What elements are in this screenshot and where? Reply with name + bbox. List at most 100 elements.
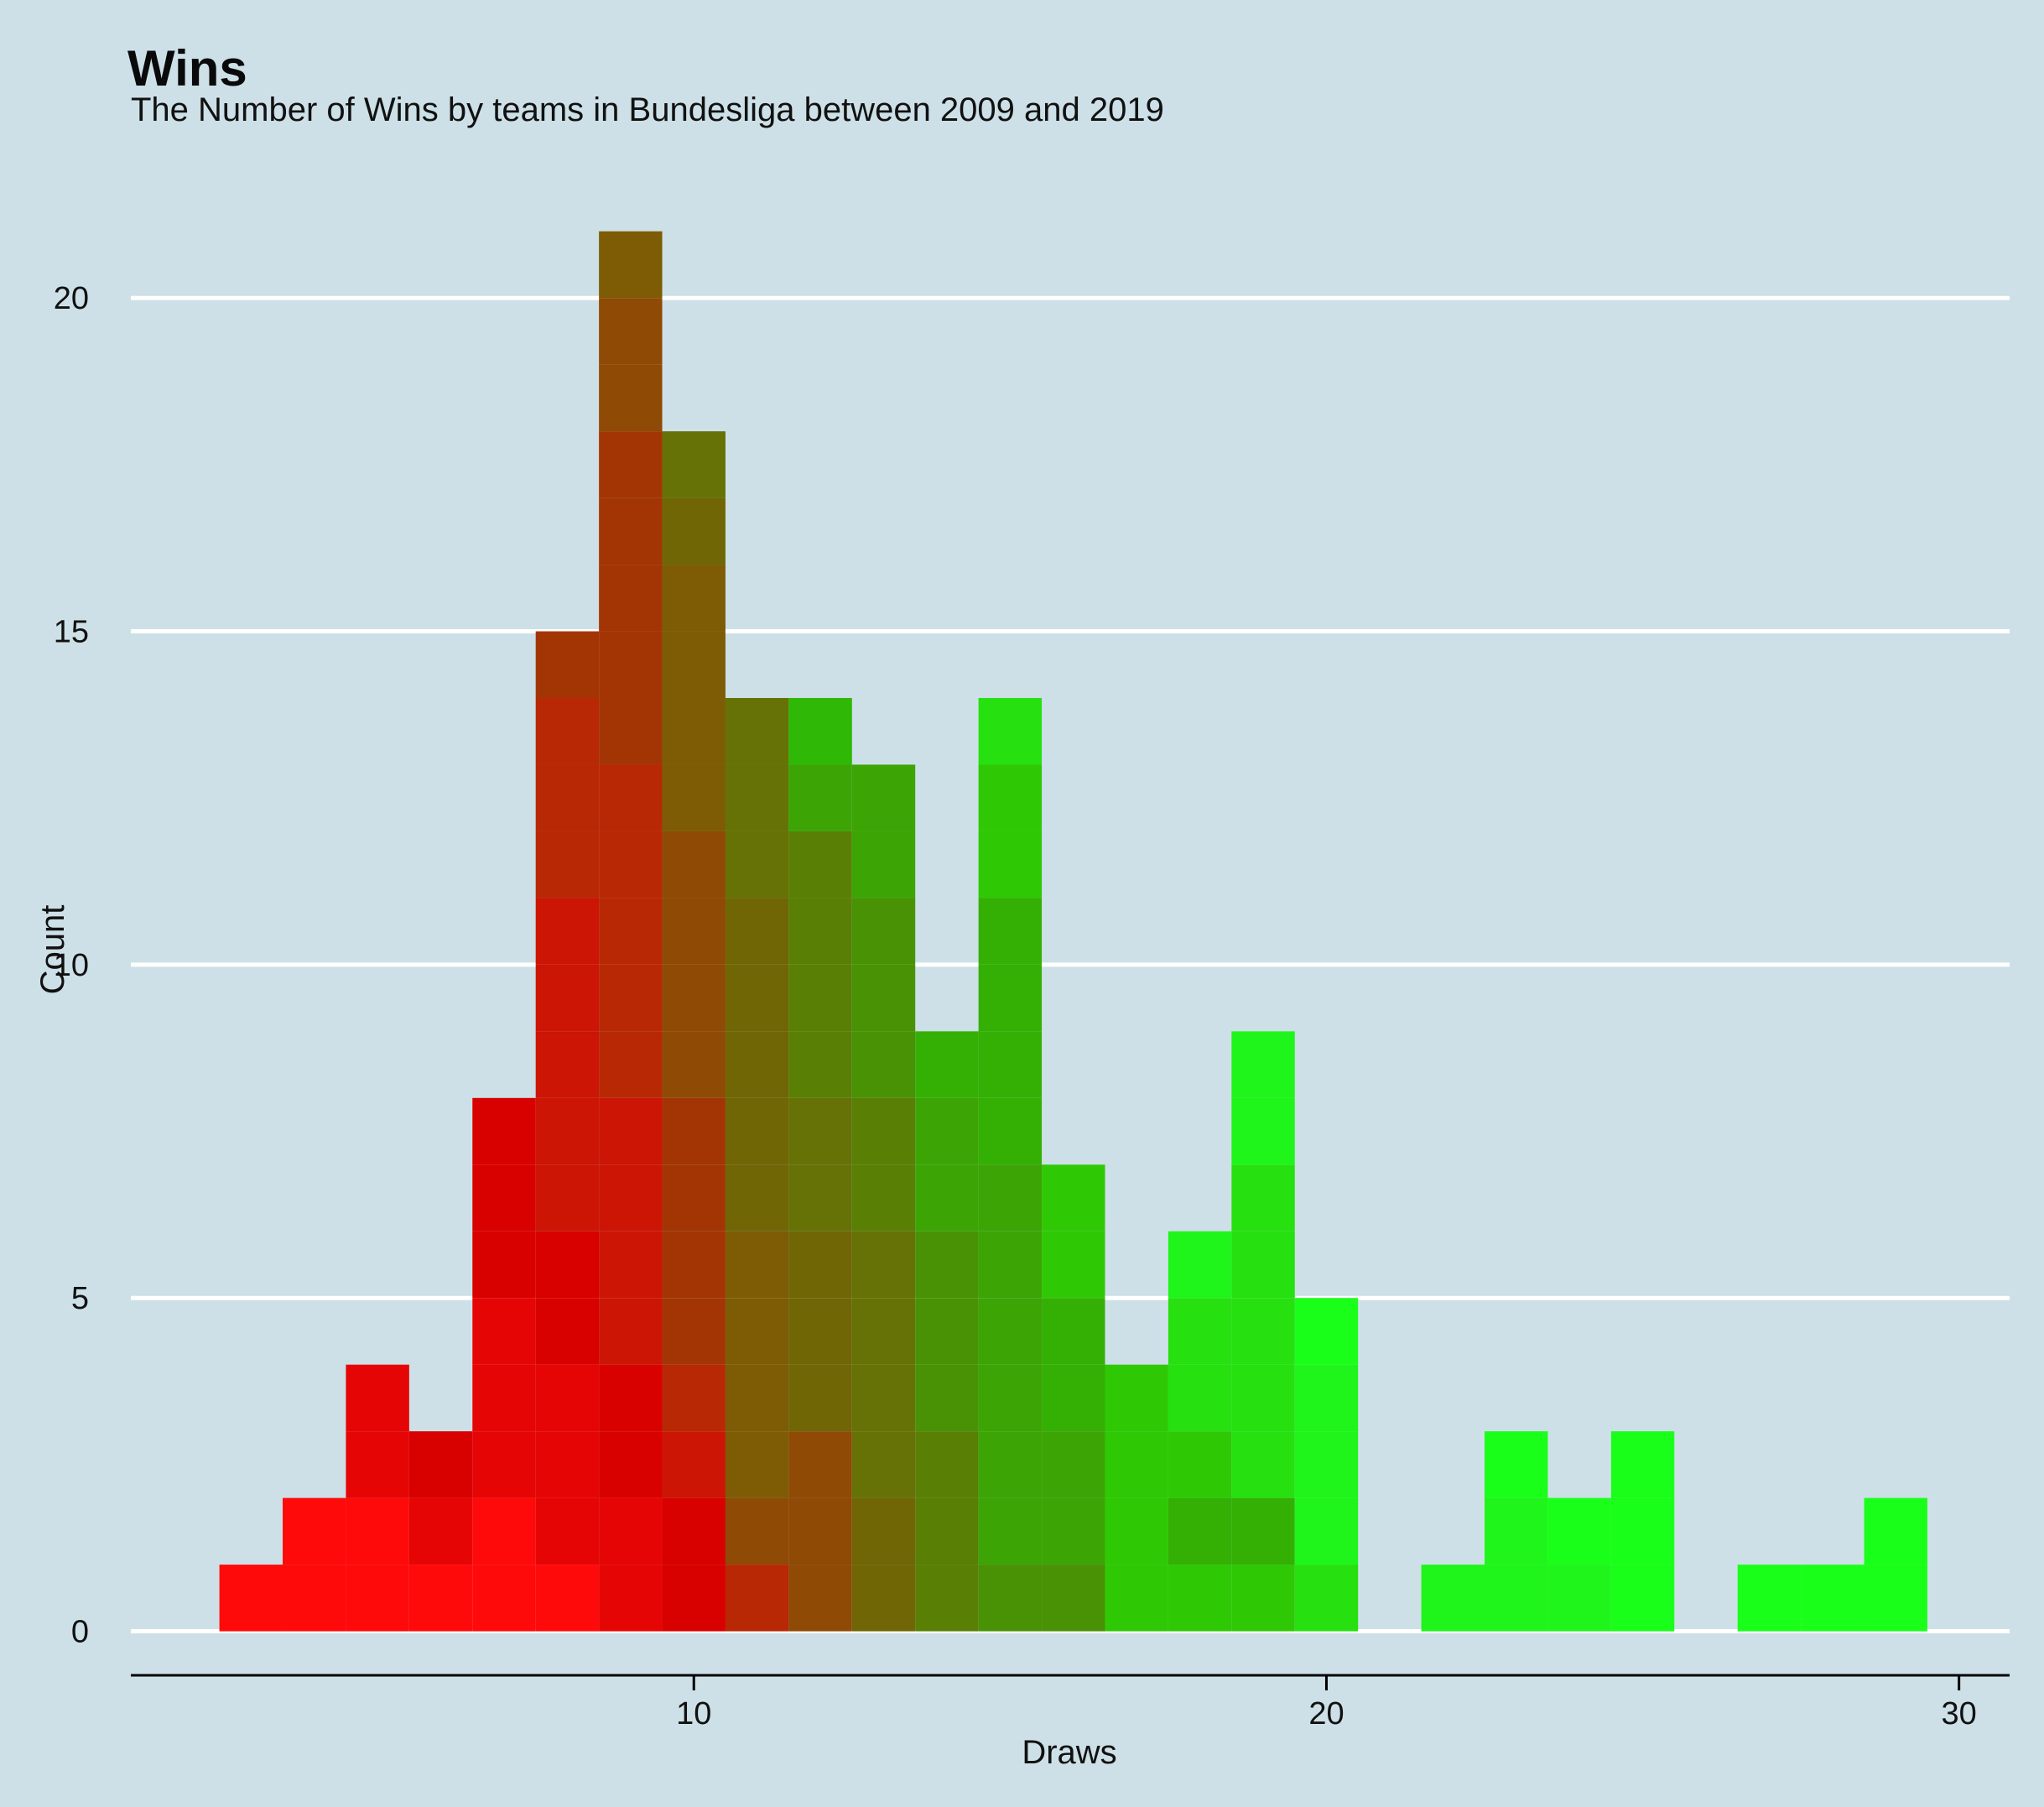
bar-segment — [599, 631, 663, 699]
bar-segment — [725, 1164, 789, 1232]
bar-segment — [1168, 1497, 1232, 1565]
bar-segment — [535, 698, 600, 765]
bar-segment — [788, 1097, 852, 1165]
bar-segment — [535, 831, 600, 898]
bar-segment — [599, 898, 663, 965]
bar-segment — [725, 1364, 789, 1432]
bar-segment — [662, 497, 726, 565]
bar-segment — [725, 1431, 789, 1498]
bar-segment — [915, 1164, 979, 1232]
bar-segment — [851, 1097, 916, 1165]
bar-segment — [978, 1231, 1043, 1299]
bar-segment — [978, 964, 1043, 1032]
bar-segment — [788, 1031, 852, 1098]
bar-segment — [978, 898, 1043, 965]
bar-segment — [851, 964, 916, 1032]
bar-segment — [1168, 1565, 1232, 1632]
bar-segment — [788, 1497, 852, 1565]
y-axis-label: Count — [34, 905, 71, 995]
bar-segment — [1231, 1431, 1295, 1498]
bar-segment — [915, 1364, 979, 1432]
bar-segment — [599, 497, 663, 565]
y-axis-ticks: 0 5 10 15 20 — [54, 281, 89, 1649]
bar-segment — [1168, 1364, 1232, 1432]
bar-segment — [662, 698, 726, 765]
bar-segment — [662, 631, 726, 699]
bar-segment — [472, 1497, 536, 1565]
bar-segment — [788, 898, 852, 965]
bar-segment — [408, 1497, 473, 1565]
bar-segment — [851, 1031, 916, 1098]
bar-segment — [219, 1565, 283, 1632]
bar-segment — [1864, 1565, 1927, 1632]
bar-segment — [599, 1565, 663, 1632]
bar-segment — [1485, 1497, 1548, 1565]
bar-segment — [472, 1565, 536, 1632]
bar-segment — [1231, 1364, 1295, 1432]
bar-segment — [1105, 1364, 1168, 1432]
bar-segment — [472, 1431, 536, 1498]
bar-segment — [662, 831, 726, 898]
bar-segment — [408, 1565, 473, 1632]
bar-segment — [978, 831, 1043, 898]
bar-segment — [1105, 1431, 1168, 1498]
bar-segment — [408, 1431, 473, 1498]
x-tick-label: 30 — [1942, 1696, 1977, 1731]
bar-segment — [1294, 1364, 1359, 1432]
bar-segment — [535, 1164, 600, 1232]
bar-segment — [599, 1231, 663, 1299]
bar-segment — [599, 1031, 663, 1098]
bar-segment — [599, 298, 663, 365]
bar-segment — [725, 764, 789, 831]
bar-segment — [662, 1097, 726, 1165]
bar-segment — [978, 1097, 1043, 1165]
bar-segment — [915, 1497, 979, 1565]
bar-segment — [1105, 1565, 1168, 1632]
chart-subtitle: The Number of Wins by teams in Bundeslig… — [131, 91, 1164, 128]
bar-segment — [599, 698, 663, 765]
bar-segment — [599, 1164, 663, 1232]
bar-segment — [788, 1431, 852, 1498]
bar-segment — [1231, 1298, 1295, 1365]
bar-segment — [1105, 1497, 1168, 1565]
bar-segment — [1168, 1431, 1232, 1498]
bar-segment — [472, 1231, 536, 1299]
bar-segment — [725, 831, 789, 898]
bar-segment — [915, 1431, 979, 1498]
bar-segment — [599, 364, 663, 432]
bar-segment — [1294, 1298, 1359, 1365]
bar-segment — [535, 1031, 600, 1098]
bar-segment — [725, 1031, 789, 1098]
bar-segment — [535, 1364, 600, 1432]
bar-segment — [978, 1431, 1043, 1498]
bar-segment — [725, 1298, 789, 1365]
bar-segment — [1610, 1431, 1675, 1498]
bar-segment — [1231, 1497, 1295, 1565]
bar-segment — [535, 1097, 600, 1165]
bar-segment — [725, 698, 789, 765]
bar-segment — [788, 1565, 852, 1632]
bar-segment — [535, 631, 600, 699]
bar-segment — [788, 1164, 852, 1232]
bar-segment — [599, 1364, 663, 1432]
bar-segment — [1294, 1431, 1359, 1498]
bar-segment — [978, 764, 1043, 831]
bar-segment — [472, 1164, 536, 1232]
bar-segment — [599, 1431, 663, 1498]
bar-segment — [1231, 1231, 1295, 1299]
bar-segment — [283, 1565, 346, 1632]
bar-segment — [1547, 1497, 1611, 1565]
bar-segment — [978, 698, 1043, 765]
bar-segment — [1864, 1497, 1927, 1565]
bar-segment — [662, 1031, 726, 1098]
bar-segment — [346, 1497, 409, 1565]
bar-segment — [788, 1298, 852, 1365]
bar-segment — [915, 1298, 979, 1365]
bar-segment — [915, 1565, 979, 1632]
bar-segment — [725, 1097, 789, 1165]
bar-segment — [1042, 1497, 1105, 1565]
bar-segment — [535, 764, 600, 831]
bar-segment — [535, 1431, 600, 1498]
bar-segment — [535, 1565, 600, 1632]
bar-segment — [599, 231, 663, 299]
